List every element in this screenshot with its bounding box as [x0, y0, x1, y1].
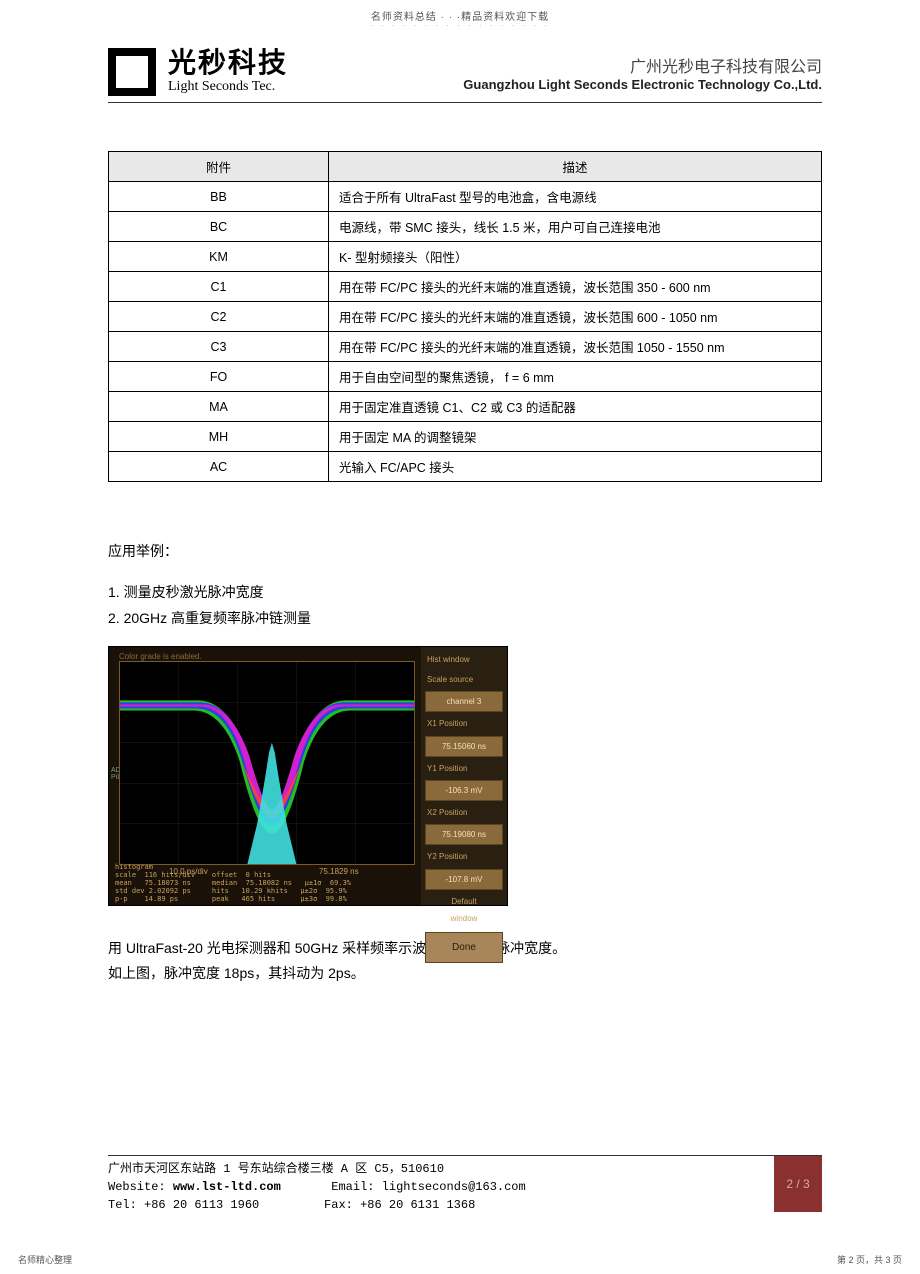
accessories-table: 附件 描述 BB适合于所有 UltraFast 型号的电池盒，含电源线BC电源线…: [108, 151, 822, 482]
logo-cn: 光秒科技: [168, 49, 288, 77]
side-y1-val: -106.3 mV: [425, 780, 503, 801]
side-default: Default: [425, 893, 503, 910]
cell-key: C2: [109, 302, 329, 332]
logo-en: Light Seconds Tec.: [168, 79, 288, 95]
cell-key: BB: [109, 182, 329, 212]
table-row: MA用于固定准直透镜 C1、C2 或 C3 的适配器: [109, 392, 822, 422]
scope-side-panel: Hist window Scale source channel 3 X1 Po…: [421, 647, 507, 905]
cell-desc: 用于固定准直透镜 C1、C2 或 C3 的适配器: [329, 392, 822, 422]
cell-desc: 光输入 FC/APC 接头: [329, 452, 822, 482]
footer-address: 广州市天河区东站路 1 号东站综合楼三楼 A 区 C5，510610: [108, 1160, 774, 1178]
scope-plot: [119, 661, 415, 865]
bottom-left-note: 名师精心整理: [18, 1253, 72, 1266]
table-row: MH用于固定 MA 的调整镜架: [109, 422, 822, 452]
table-row: C2用在带 FC/PC 接头的光纤末端的准直透镜，波长范围 600 - 1050…: [109, 302, 822, 332]
company-cn: 广州光秒电子科技有限公司: [463, 53, 822, 77]
cell-key: BC: [109, 212, 329, 242]
table-row: FO用于自由空间型的聚焦透镜， f = 6 mm: [109, 362, 822, 392]
table-row: KMK- 型射频接头（阳性）: [109, 242, 822, 272]
table-row: AC光输入 FC/APC 接头: [109, 452, 822, 482]
cell-key: MH: [109, 422, 329, 452]
page-number-badge: 2 / 3: [774, 1156, 822, 1212]
oscilloscope-figure: Color grade is enabled. ADVANCED PHOTONI…: [108, 646, 508, 906]
cell-key: C3: [109, 332, 329, 362]
top-dots: · · · · · · · · · · · · · · · · ·: [0, 21, 920, 30]
cell-desc: 用于自由空间型的聚焦透镜， f = 6 mm: [329, 362, 822, 392]
cell-desc: 用在带 FC/PC 接头的光纤末端的准直透镜，波长范围 350 - 600 nm: [329, 272, 822, 302]
logo-block: 光秒科技 Light Seconds Tec.: [108, 48, 288, 96]
cell-desc: 电源线，带 SMC 接头，线长 1.5 米，用户可自己连接电池: [329, 212, 822, 242]
cell-key: FO: [109, 362, 329, 392]
description-line-2: 如上图，脉冲宽度 18ps，其抖动为 2ps。: [108, 961, 822, 986]
page-header: 光秒科技 Light Seconds Tec. 广州光秒电子科技有限公司 Gua…: [108, 30, 822, 103]
side-x1-val: 75.15060 ns: [425, 736, 503, 757]
examples-title: 应用举例：: [108, 538, 822, 565]
cell-desc: K- 型射频接头（阳性）: [329, 242, 822, 272]
logo-icon: [108, 48, 156, 96]
cell-desc: 用在带 FC/PC 接头的光纤末端的准直透镜，波长范围 600 - 1050 n…: [329, 302, 822, 332]
side-scale-source: Scale source: [425, 671, 503, 688]
cell-desc: 用于固定 MA 的调整镜架: [329, 422, 822, 452]
side-hist-window: Hist window: [425, 651, 503, 668]
table-row: C3用在带 FC/PC 接头的光纤末端的准直透镜，波长范围 1050 - 155…: [109, 332, 822, 362]
side-x2-val: 75.19080 ns: [425, 824, 503, 845]
cell-desc: 适合于所有 UltraFast 型号的电池盒，含电源线: [329, 182, 822, 212]
cell-key: C1: [109, 272, 329, 302]
bottom-right-note: 第 2 页，共 3 页: [837, 1253, 902, 1266]
page-footer: 广州市天河区东站路 1 号东站综合楼三楼 A 区 C5，510610 Websi…: [108, 1155, 822, 1214]
histogram-stats: histogram scale 116 hits/div offset 0 hi…: [115, 863, 351, 903]
table-row: C1用在带 FC/PC 接头的光纤末端的准直透镜，波长范围 350 - 600 …: [109, 272, 822, 302]
top-watermark: 名师资料总结 · · ·精品资料欢迎下载: [0, 0, 920, 23]
side-y2-val: -107.8 mV: [425, 869, 503, 890]
cell-key: AC: [109, 452, 329, 482]
side-y1-label: Y1 Position: [425, 760, 503, 777]
example-item-2: 2. 20GHz 高重复频率脉冲链测量: [108, 605, 822, 632]
footer-contact-row2: Tel: +86 20 6113 1960 Fax: +86 20 6131 1…: [108, 1196, 774, 1214]
th-description: 描述: [329, 152, 822, 182]
company-en: Guangzhou Light Seconds Electronic Techn…: [463, 77, 822, 92]
side-window: window: [425, 910, 503, 927]
table-row: BB适合于所有 UltraFast 型号的电池盒，含电源线: [109, 182, 822, 212]
waveform-svg: [120, 662, 414, 864]
th-accessory: 附件: [109, 152, 329, 182]
example-item-1: 1. 测量皮秒激光脉冲宽度: [108, 579, 822, 606]
cell-key: KM: [109, 242, 329, 272]
cell-key: MA: [109, 392, 329, 422]
side-y2-label: Y2 Position: [425, 848, 503, 865]
side-x1-label: X1 Position: [425, 715, 503, 732]
company-block: 广州光秒电子科技有限公司 Guangzhou Light Seconds Ele…: [463, 53, 822, 92]
table-row: BC电源线，带 SMC 接头，线长 1.5 米，用户可自己连接电池: [109, 212, 822, 242]
cell-desc: 用在带 FC/PC 接头的光纤末端的准直透镜，波长范围 1050 - 1550 …: [329, 332, 822, 362]
side-channel: channel 3: [425, 691, 503, 712]
done-button[interactable]: Done: [425, 932, 503, 963]
side-x2-label: X2 Position: [425, 804, 503, 821]
footer-contact-row1: Website: www.lst-ltd.com Email: lightsec…: [108, 1178, 774, 1196]
